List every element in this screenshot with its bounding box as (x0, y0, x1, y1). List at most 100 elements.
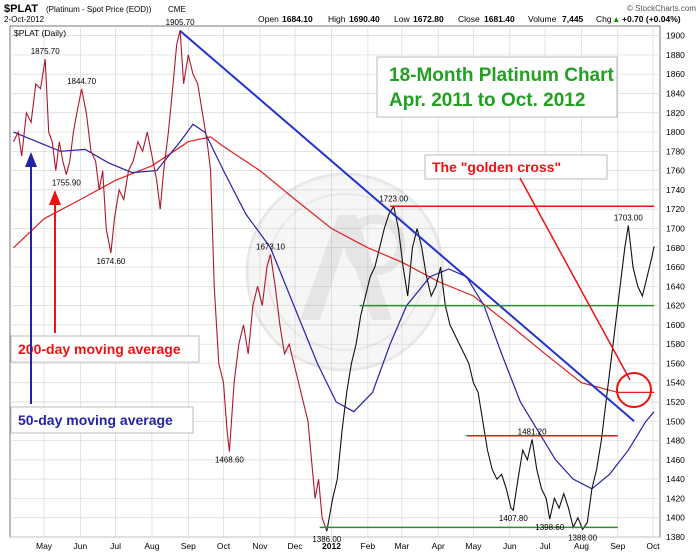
y-tick-label: 1400 (666, 513, 685, 523)
x-tick-label: Apr (432, 541, 445, 551)
price-label: 1388.00 (568, 533, 597, 542)
y-tick-label: 1480 (666, 436, 685, 446)
ma50-line (13, 123, 655, 490)
y-tick-label: 1580 (666, 339, 685, 349)
price-label: 1468.60 (215, 456, 244, 465)
x-tick-label: May (36, 541, 53, 551)
golden-cross-label: The "golden cross" (432, 159, 561, 175)
price-line-2011 (13, 29, 328, 532)
watermark-outer-ring (245, 172, 445, 372)
chg-arrow-icon: ▲ (612, 14, 620, 24)
y-tick-label: 1600 (666, 320, 685, 330)
x-grid (43, 26, 654, 537)
trendline-line (179, 30, 635, 423)
y-tick-label: 1780 (666, 146, 685, 156)
instrument-name: (Platinum - Spot Price (EOD)) (46, 5, 152, 14)
lines-layer (179, 30, 655, 529)
watermark-letter-shape (300, 215, 392, 320)
y-tick-label: 1820 (666, 108, 685, 118)
price-label: 1723.00 (379, 194, 408, 203)
y-tick-label: 1840 (666, 88, 685, 98)
high-label: High (328, 14, 346, 24)
y-grid (10, 35, 660, 538)
x-tick-label: Nov (252, 541, 268, 551)
x-tick-label: Feb (361, 541, 376, 551)
price-label: 1386.00 (312, 535, 341, 544)
x-tick-label: Aug (144, 541, 159, 551)
y-axis: 1380 1400 1420 1440 1460 1480 1500 1520 1540 1560… (666, 31, 685, 542)
low-value: 1672.80 (413, 14, 444, 24)
x-tick-label: 2012 (322, 541, 341, 551)
branding: © StockCharts.com (627, 4, 696, 13)
y-tick-label: 1700 (666, 223, 685, 233)
ma50-box (10, 406, 194, 434)
x-tick-label: Jun (503, 541, 517, 551)
y-tick-label: 1440 (666, 474, 685, 484)
y-tick-label: 1500 (666, 416, 685, 426)
y-tick-label: 1860 (666, 69, 685, 79)
x-axis: May Jun Jul Aug Sep Oct Nov Dec 2012 Feb Mar Apr May… (36, 541, 660, 551)
y-tick-label: 1520 (666, 397, 685, 407)
price-label: 1481.20 (518, 427, 547, 436)
volume-label: Volume (528, 14, 557, 24)
y-tick-label: 1640 (666, 281, 685, 291)
ma200-arrow-icon (49, 190, 61, 205)
x-tick-label: May (465, 541, 482, 551)
y-tick-label: 1660 (666, 262, 685, 272)
x-tick-label: Jul (540, 541, 551, 551)
y-tick-label: 1460 (666, 455, 685, 465)
x-tick-label: Jul (110, 541, 121, 551)
y-tick-label: 1740 (666, 185, 685, 195)
symbol: $PLAT (4, 3, 38, 15)
chg-value: +0.70 (+0.04%) (622, 14, 681, 24)
series-layer (13, 29, 655, 532)
y-tick-label: 1620 (666, 301, 685, 311)
chg-label: Chg (596, 14, 612, 24)
x-tick-label: Jun (74, 541, 88, 551)
golden-cross-box (424, 154, 608, 180)
price-label: 1844.70 (67, 77, 96, 86)
x-tick-label: Sep (610, 541, 625, 551)
title-box (376, 56, 618, 118)
x-tick-label: Oct (217, 541, 231, 551)
panel-label: $PLAT (Daily) (14, 28, 66, 38)
close-value: 1681.40 (484, 14, 515, 24)
x-tick-label: Oct (646, 541, 660, 551)
open-label: Open (258, 14, 279, 24)
y-tick-label: 1800 (666, 127, 685, 137)
watermark-letter-ring (344, 214, 406, 276)
price-label: 1875.70 (31, 47, 60, 56)
close-label: Close (458, 14, 480, 24)
ma200-box (10, 335, 200, 363)
watermark-inner-ring (266, 193, 424, 351)
price-label: 1703.00 (614, 214, 643, 223)
ma50-arrow-icon (25, 152, 37, 167)
chart-title: 18-Month Platinum Chart (389, 65, 615, 86)
price-label: 1673.10 (256, 242, 285, 251)
x-tick-label: Dec (288, 541, 304, 551)
x-tick-label: Sep (181, 541, 196, 551)
price-label: 1905.70 (166, 18, 195, 27)
y-tick-label: 1540 (666, 378, 685, 388)
price-label: 1407.80 (499, 514, 528, 523)
y-tick-label: 1720 (666, 204, 685, 214)
y-tick-label: 1680 (666, 243, 685, 253)
watermark-logo (245, 172, 445, 372)
y-tick-label: 1880 (666, 50, 685, 60)
y-tick-label: 1560 (666, 358, 685, 368)
low-label: Low (394, 14, 410, 24)
ma200-label: 200-day moving average (18, 341, 181, 357)
x-tick-label: Mar (395, 541, 410, 551)
ohlc-readout: Open 1684.10 High 1690.40 Low 1672.80 Cl… (258, 14, 681, 24)
ma200-line (13, 136, 655, 393)
volume-value: 7,445 (562, 14, 584, 24)
golden-cross-circle (616, 372, 652, 408)
price-label: 1755.90 (52, 179, 81, 188)
price-label: 1674.60 (96, 257, 125, 266)
x-tick-label: Aug (574, 541, 589, 551)
exchange: CME (168, 5, 186, 14)
open-value: 1684.10 (282, 14, 313, 24)
high-value: 1690.40 (349, 14, 380, 24)
